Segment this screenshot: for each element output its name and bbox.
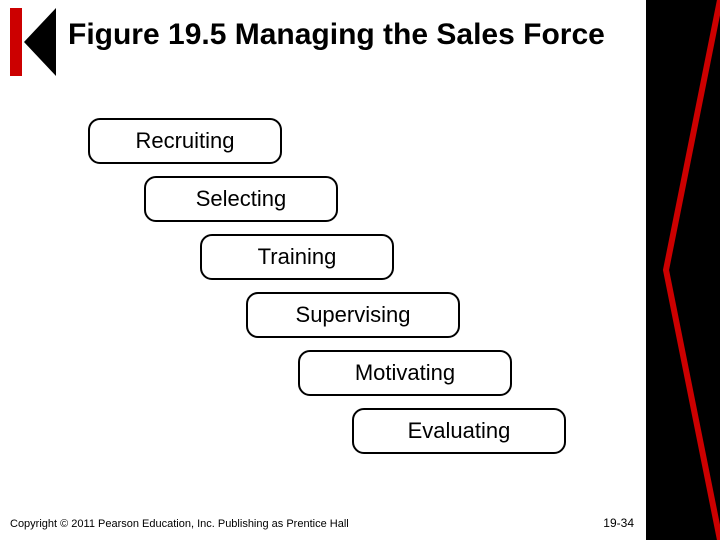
sidebar-red-wedge [646, 0, 720, 540]
slide: Figure 19.5 Managing the Sales Force Rec… [0, 0, 720, 540]
figure-title: Figure 19.5 Managing the Sales Force [68, 18, 628, 53]
logo-icon [10, 8, 60, 76]
step-selecting: Selecting [144, 176, 338, 222]
step-motivating: Motivating [298, 350, 512, 396]
step-recruiting: Recruiting [88, 118, 282, 164]
step-supervising: Supervising [246, 292, 460, 338]
page-number: 19-34 [603, 516, 634, 530]
copyright-text: Copyright © 2011 Pearson Education, Inc.… [10, 518, 349, 530]
step-training: Training [200, 234, 394, 280]
step-evaluating: Evaluating [352, 408, 566, 454]
